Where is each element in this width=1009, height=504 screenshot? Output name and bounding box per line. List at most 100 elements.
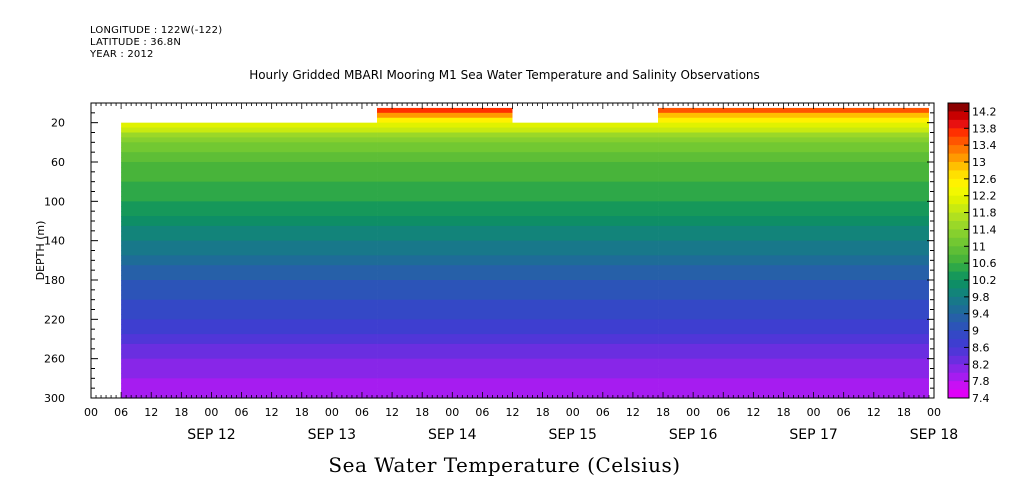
heatmap-cell — [121, 191, 378, 198]
year-label: YEAR : 2012 — [90, 49, 154, 60]
heatmap-cell — [377, 235, 513, 242]
x-day-label: SEP 14 — [428, 427, 477, 443]
heatmap-cell — [512, 353, 659, 360]
heatmap-cell — [121, 368, 378, 375]
heatmap-cell — [121, 304, 378, 311]
heatmap-cell — [121, 201, 378, 207]
heatmap-cell — [377, 348, 513, 355]
heatmap-cell — [121, 250, 378, 257]
heatmap-cell — [512, 309, 659, 316]
heatmap-cell — [512, 270, 659, 276]
heatmap-cell — [512, 152, 659, 158]
heatmap-cell — [377, 294, 513, 301]
heatmap-cell — [377, 383, 513, 389]
colorbar-cell — [948, 178, 969, 188]
colorbar-label: 10.2 — [972, 274, 997, 287]
colorbar-label: 12.2 — [972, 190, 997, 203]
heatmap-cell — [121, 393, 378, 399]
heatmap-cell — [658, 255, 929, 261]
heatmap-cell — [658, 353, 929, 360]
heatmap-cell — [377, 230, 513, 237]
heatmap-cell — [512, 122, 659, 129]
colorbar-cell — [948, 296, 969, 306]
x-hour-label: 00 — [445, 406, 459, 419]
heatmap-cell — [121, 206, 378, 212]
heatmap-cell — [121, 383, 378, 389]
colorbar-cell — [948, 170, 969, 180]
heatmap-cell — [121, 166, 378, 173]
x-hour-label: 12 — [144, 406, 158, 419]
heatmap-cell — [658, 166, 929, 173]
x-day-label: SEP 12 — [187, 427, 235, 443]
heatmap-cell — [512, 201, 659, 207]
heatmap-cell — [121, 186, 378, 193]
colorbar-label: 7.4 — [972, 392, 990, 405]
heatmap-segment-1 — [121, 122, 378, 399]
heatmap-cell — [512, 260, 659, 266]
x-hour-label: 00 — [204, 406, 218, 419]
heatmap-cell — [121, 294, 378, 301]
heatmap-cell — [121, 132, 378, 139]
x-hour-label: 18 — [776, 406, 790, 419]
colorbar-label: 11.4 — [972, 223, 997, 236]
heatmap-cell — [512, 162, 659, 168]
colorbar-cell — [948, 339, 969, 348]
heatmap-cell — [512, 314, 659, 320]
heatmap-cell — [121, 260, 378, 266]
heatmap-cell — [512, 304, 659, 311]
heatmap-cell — [377, 314, 513, 320]
x-hour-label: 00 — [325, 406, 339, 419]
y-axis-label: DEPTH (m) — [34, 221, 47, 281]
heatmap-cell — [512, 378, 659, 384]
heatmap-cell — [121, 196, 378, 202]
heatmap-cell — [377, 378, 513, 384]
heatmap-cell — [658, 112, 929, 119]
heatmap-cell — [121, 363, 378, 370]
colorbar-label: 9.4 — [972, 308, 990, 321]
heatmap-cell — [121, 270, 378, 276]
heatmap-cell — [377, 216, 513, 222]
heatmap-cell — [658, 117, 929, 124]
colorbar-cell — [948, 111, 969, 121]
heatmap-cell — [121, 152, 378, 158]
colorbar-label: 8.6 — [972, 341, 990, 354]
y-tick-label: 180 — [44, 274, 65, 287]
heatmap-cell — [121, 265, 378, 271]
heatmap-cell — [377, 329, 513, 335]
heatmap-cell — [377, 245, 513, 252]
heatmap-cell — [377, 171, 513, 178]
heatmap-cell — [121, 299, 378, 306]
heatmap-cell — [512, 329, 659, 335]
heatmap-cell — [512, 294, 659, 301]
heatmap-cell — [512, 225, 659, 232]
heatmap-cell — [121, 171, 378, 178]
heatmap-cell — [658, 373, 929, 379]
x-day-label: SEP 16 — [669, 427, 718, 443]
heatmap-cell — [121, 275, 378, 281]
heatmap-cell — [512, 250, 659, 257]
colorbar-cell — [948, 347, 969, 357]
x-hour-label: 06 — [355, 406, 369, 419]
heatmap-cell — [377, 368, 513, 375]
heatmap-cell — [121, 348, 378, 355]
heatmap-cell — [377, 117, 513, 124]
heatmap-cell — [512, 147, 659, 153]
heatmap-cell — [512, 166, 659, 173]
heatmap-cell — [512, 343, 659, 350]
heatmap-cell — [377, 206, 513, 212]
heatmap-cell — [658, 250, 929, 257]
variable-title: Sea Water Temperature (Celsius) — [328, 453, 681, 477]
heatmap-cell — [121, 280, 378, 286]
heatmap-cell — [377, 255, 513, 261]
heatmap-cell — [121, 329, 378, 335]
heatmap-cell — [121, 221, 378, 227]
colorbar-cell — [948, 364, 969, 374]
heatmap-cell — [121, 343, 378, 350]
heatmap-cell — [121, 339, 378, 345]
x-hour-label: 06 — [716, 406, 730, 419]
heatmap-cell — [512, 363, 659, 370]
x-hour-label: 18 — [174, 406, 188, 419]
colorbar-label: 7.8 — [972, 375, 990, 388]
x-hour-label: 06 — [235, 406, 249, 419]
heatmap-cell — [658, 147, 929, 153]
